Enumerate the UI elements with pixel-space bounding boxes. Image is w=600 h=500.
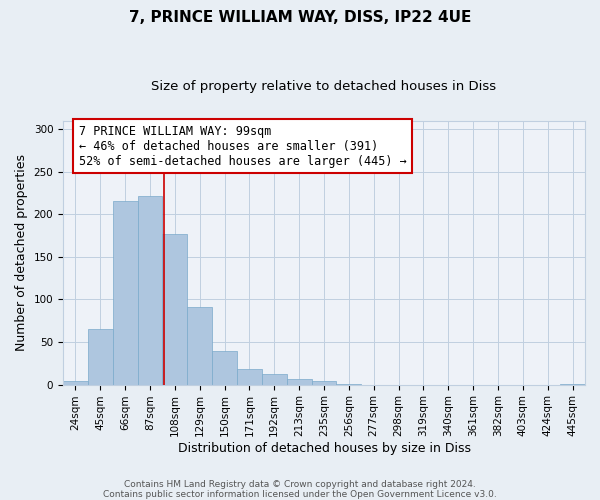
Bar: [212, 352, 237, 384]
Bar: [137, 196, 163, 384]
Text: 7, PRINCE WILLIAM WAY, DISS, IP22 4UE: 7, PRINCE WILLIAM WAY, DISS, IP22 4UE: [129, 10, 471, 25]
Text: Contains public sector information licensed under the Open Government Licence v3: Contains public sector information licen…: [103, 490, 497, 499]
Bar: [88, 329, 113, 384]
Bar: [287, 380, 311, 384]
Bar: [237, 370, 262, 384]
Bar: [163, 234, 187, 384]
Title: Size of property relative to detached houses in Diss: Size of property relative to detached ho…: [151, 80, 497, 93]
X-axis label: Distribution of detached houses by size in Diss: Distribution of detached houses by size …: [178, 442, 470, 455]
Y-axis label: Number of detached properties: Number of detached properties: [15, 154, 28, 351]
Bar: [113, 202, 137, 384]
Text: 7 PRINCE WILLIAM WAY: 99sqm
← 46% of detached houses are smaller (391)
52% of se: 7 PRINCE WILLIAM WAY: 99sqm ← 46% of det…: [79, 124, 406, 168]
Bar: [187, 307, 212, 384]
Bar: [63, 381, 88, 384]
Text: Contains HM Land Registry data © Crown copyright and database right 2024.: Contains HM Land Registry data © Crown c…: [124, 480, 476, 489]
Bar: [262, 374, 287, 384]
Bar: [311, 381, 337, 384]
